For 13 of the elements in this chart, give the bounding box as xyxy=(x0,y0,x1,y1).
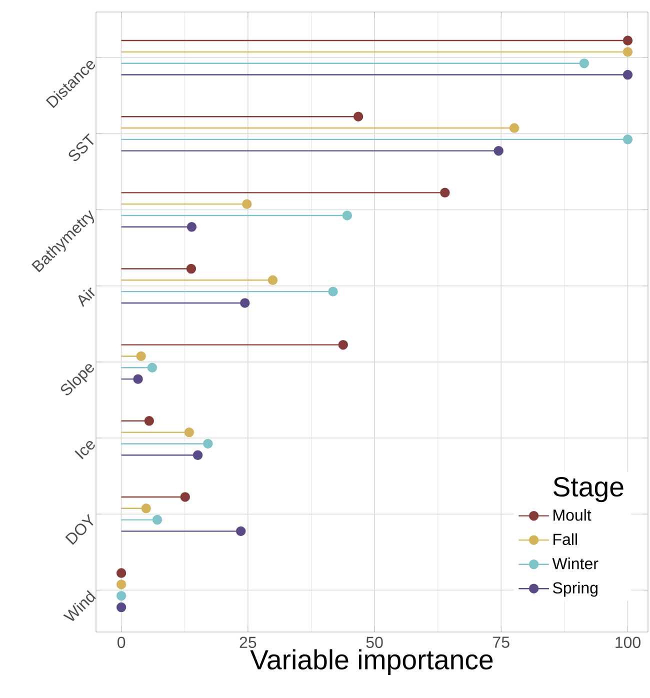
legend-label: Moult xyxy=(554,509,592,521)
x-tick-label: 75 xyxy=(493,636,510,648)
y-tick-label: Ice xyxy=(74,441,95,460)
x-tick-label: 100 xyxy=(616,636,640,648)
x-tick-label: 50 xyxy=(366,636,383,648)
legend-title: Stage xyxy=(554,477,624,502)
legend-label: Fall xyxy=(554,533,577,546)
legend-label: Winter xyxy=(552,558,598,570)
x-axis-title: Variable importance xyxy=(250,649,493,675)
x-tick-label: 25 xyxy=(240,636,256,648)
legend-label: Spring xyxy=(552,582,598,597)
x-tick-label: 0 xyxy=(118,636,126,648)
y-tick-label: Air xyxy=(78,287,95,308)
